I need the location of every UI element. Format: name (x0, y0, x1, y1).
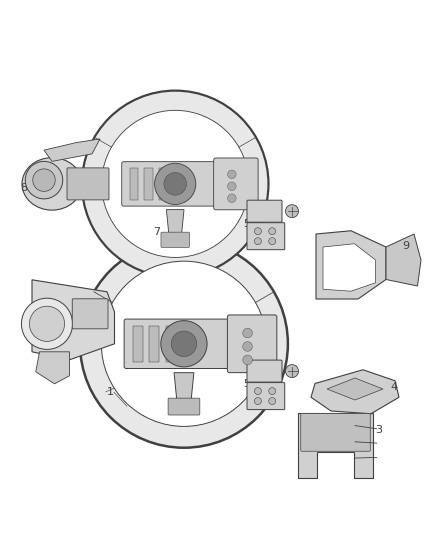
Polygon shape (323, 244, 375, 291)
Circle shape (254, 238, 261, 245)
Circle shape (268, 387, 276, 394)
FancyBboxPatch shape (168, 398, 200, 415)
Bar (159, 168, 168, 200)
Circle shape (268, 238, 276, 245)
Bar (130, 168, 138, 200)
FancyBboxPatch shape (247, 383, 285, 409)
FancyBboxPatch shape (214, 158, 258, 210)
Circle shape (80, 240, 288, 448)
Circle shape (227, 182, 236, 191)
Polygon shape (32, 280, 114, 360)
Bar (133, 326, 143, 362)
FancyBboxPatch shape (247, 360, 282, 382)
Text: 5: 5 (243, 379, 250, 389)
FancyBboxPatch shape (161, 232, 190, 247)
Circle shape (29, 306, 64, 342)
Text: 3: 3 (375, 425, 382, 434)
Circle shape (171, 331, 197, 357)
Text: 9: 9 (402, 241, 409, 251)
Circle shape (25, 161, 63, 199)
Circle shape (227, 194, 236, 203)
Circle shape (101, 261, 267, 426)
FancyBboxPatch shape (247, 223, 285, 249)
FancyBboxPatch shape (67, 168, 109, 200)
Polygon shape (166, 209, 184, 239)
Text: 5: 5 (243, 220, 250, 229)
FancyBboxPatch shape (122, 161, 229, 206)
Polygon shape (316, 231, 386, 299)
Bar (166, 326, 176, 362)
Text: 8: 8 (20, 183, 27, 192)
Text: 1: 1 (107, 387, 114, 397)
Text: 2: 2 (27, 313, 34, 322)
Circle shape (243, 355, 252, 365)
Circle shape (164, 173, 187, 195)
FancyBboxPatch shape (227, 315, 277, 373)
Circle shape (243, 328, 252, 338)
Circle shape (268, 398, 276, 405)
Circle shape (254, 387, 261, 394)
Polygon shape (298, 413, 373, 478)
Polygon shape (327, 378, 383, 400)
FancyBboxPatch shape (124, 319, 244, 368)
Circle shape (21, 298, 73, 350)
Circle shape (33, 169, 55, 191)
Polygon shape (44, 139, 100, 161)
Circle shape (268, 228, 276, 235)
FancyBboxPatch shape (247, 200, 282, 222)
FancyBboxPatch shape (72, 299, 108, 329)
Text: 4: 4 (390, 383, 397, 392)
Circle shape (102, 110, 249, 257)
Circle shape (82, 91, 268, 277)
Circle shape (155, 163, 196, 205)
Text: 7: 7 (153, 228, 160, 237)
FancyBboxPatch shape (301, 414, 370, 451)
Circle shape (161, 321, 207, 367)
Circle shape (227, 170, 236, 179)
Circle shape (254, 228, 261, 235)
Polygon shape (174, 373, 194, 406)
Circle shape (286, 365, 299, 377)
Circle shape (286, 205, 299, 217)
Text: 6: 6 (243, 341, 250, 350)
Bar (149, 326, 159, 362)
Ellipse shape (22, 158, 82, 210)
Polygon shape (386, 234, 421, 286)
Polygon shape (311, 370, 399, 414)
Polygon shape (36, 352, 70, 384)
Circle shape (254, 398, 261, 405)
Bar (144, 168, 153, 200)
Circle shape (243, 342, 252, 351)
Text: 6: 6 (243, 182, 250, 191)
